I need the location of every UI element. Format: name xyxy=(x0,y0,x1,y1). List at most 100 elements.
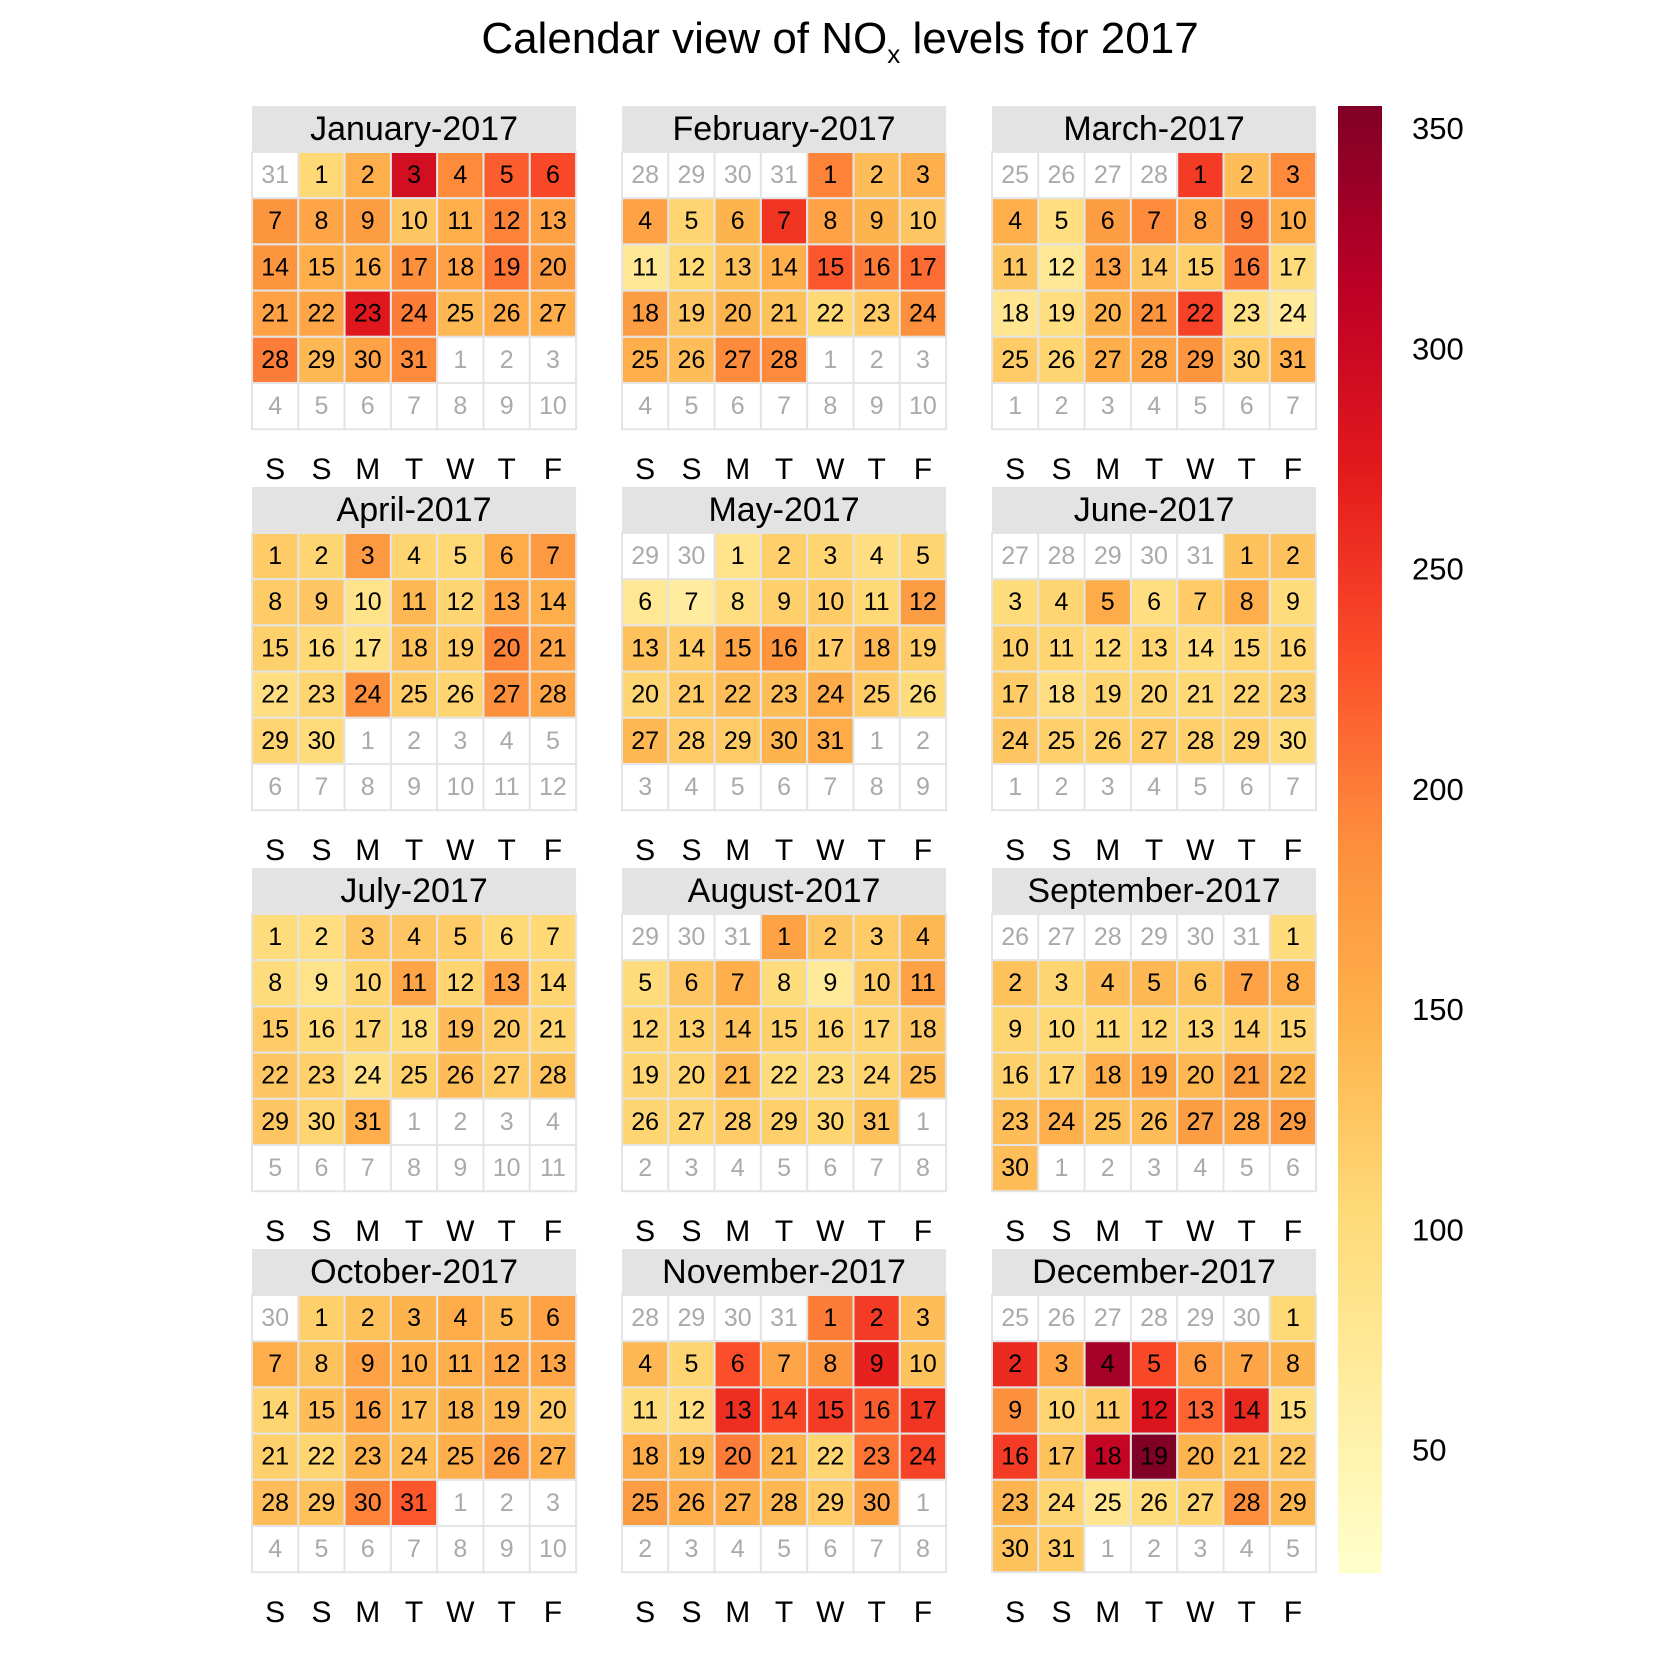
day-cell xyxy=(806,1051,855,1100)
day-label: 22 xyxy=(1186,300,1214,328)
weekday-label: F xyxy=(544,1596,562,1629)
day-cell xyxy=(436,1386,485,1435)
day-label-other-month: 4 xyxy=(1240,1535,1254,1563)
day-label-other-month: 1 xyxy=(1008,773,1022,801)
day-label: 20 xyxy=(1186,1443,1214,1471)
day-label-other-month: 2 xyxy=(638,1154,652,1182)
day-label: 15 xyxy=(261,1015,289,1043)
day-cell xyxy=(1037,578,1086,627)
weekday-label: W xyxy=(446,453,475,486)
month-header xyxy=(622,868,947,913)
weekday-label: S xyxy=(265,1215,285,1248)
day-label: 27 xyxy=(539,1443,567,1471)
day-label: 31 xyxy=(863,1108,891,1136)
day-label: 25 xyxy=(1001,346,1029,374)
day-label: 8 xyxy=(1286,1350,1300,1378)
day-label: 10 xyxy=(1001,634,1029,662)
day-cell xyxy=(343,1386,392,1435)
month-header xyxy=(622,487,947,532)
day-label: 20 xyxy=(539,253,567,281)
day-label: 26 xyxy=(678,1489,706,1517)
day-cell xyxy=(621,1478,670,1528)
day-cell-other-month xyxy=(1037,1144,1086,1193)
day-cell xyxy=(852,1386,901,1435)
day-cell xyxy=(1268,1051,1318,1100)
day-label: 7 xyxy=(731,969,745,997)
day-label: 6 xyxy=(500,542,514,570)
day-cell xyxy=(389,670,439,719)
day-cell xyxy=(713,624,762,673)
day-label: 21 xyxy=(539,634,567,662)
day-cell xyxy=(852,1051,901,1100)
day-cell xyxy=(1222,1097,1271,1147)
day-cell xyxy=(389,1478,439,1528)
weekday-label: T xyxy=(775,1215,793,1248)
day-cell-other-month xyxy=(898,763,948,812)
day-label: 21 xyxy=(1140,300,1168,328)
day-label-other-month: 6 xyxy=(1286,1154,1300,1182)
day-cell xyxy=(297,1294,346,1343)
day-cell xyxy=(1037,1340,1086,1389)
day-label-other-month: 2 xyxy=(407,727,421,755)
weekday-label: S xyxy=(1051,453,1071,486)
day-cell xyxy=(1083,578,1132,627)
day-label-other-month: 7 xyxy=(870,1535,884,1563)
day-cell xyxy=(251,1340,300,1389)
day-label: 28 xyxy=(261,346,289,374)
day-cell-other-month xyxy=(898,1144,948,1193)
day-label: 4 xyxy=(1054,588,1068,616)
weekday-label: M xyxy=(355,1215,380,1248)
day-cell-other-month xyxy=(667,1525,716,1574)
day-label: 28 xyxy=(539,681,567,709)
day-label: 20 xyxy=(1140,681,1168,709)
day-label: 22 xyxy=(1233,681,1261,709)
day-cell xyxy=(667,1386,716,1435)
day-label: 30 xyxy=(1001,1535,1029,1563)
day-cell-other-month xyxy=(806,763,855,812)
day-cell xyxy=(528,670,578,719)
day-label: 20 xyxy=(631,681,659,709)
day-label: 16 xyxy=(1279,634,1307,662)
day-cell xyxy=(297,1005,346,1054)
day-label: 16 xyxy=(863,253,891,281)
day-cell-other-month xyxy=(251,382,300,431)
day-label-other-month: 1 xyxy=(916,1108,930,1136)
day-label: 19 xyxy=(1048,300,1076,328)
day-label-other-month: 29 xyxy=(1140,923,1168,951)
day-cell-other-month xyxy=(621,532,670,581)
day-label: 24 xyxy=(400,300,428,328)
day-cell xyxy=(1268,670,1318,719)
day-label: 14 xyxy=(770,1396,798,1424)
weekday-label: T xyxy=(1237,834,1255,867)
day-label: 6 xyxy=(731,207,745,235)
day-label: 7 xyxy=(268,1350,282,1378)
day-label: 20 xyxy=(678,1062,706,1090)
day-cell xyxy=(1129,335,1179,384)
day-cell xyxy=(852,289,901,338)
day-label-other-month: 2 xyxy=(638,1535,652,1563)
day-cell xyxy=(343,1432,392,1481)
weekday-label: T xyxy=(775,834,793,867)
day-cell-other-month xyxy=(482,1525,531,1574)
day-label-other-month: 5 xyxy=(777,1535,791,1563)
day-label: 6 xyxy=(1193,969,1207,997)
day-label: 2 xyxy=(314,923,328,951)
day-label-other-month: 29 xyxy=(1094,542,1122,570)
day-cell xyxy=(482,1386,531,1435)
day-label: 1 xyxy=(823,1304,837,1332)
day-cell xyxy=(297,913,346,962)
day-cell xyxy=(991,289,1040,338)
day-label: 3 xyxy=(1008,588,1022,616)
day-label: 22 xyxy=(261,1062,289,1090)
day-cell xyxy=(667,1432,716,1481)
day-label: 1 xyxy=(777,923,791,951)
day-cell-other-month xyxy=(713,1144,762,1193)
day-label: 17 xyxy=(1048,1443,1076,1471)
day-label: 25 xyxy=(446,300,474,328)
weekday-label: S xyxy=(635,1596,655,1629)
day-label: 16 xyxy=(863,1396,891,1424)
day-cell xyxy=(898,624,948,673)
day-label-other-month: 7 xyxy=(777,392,791,420)
day-cell xyxy=(898,959,948,1008)
